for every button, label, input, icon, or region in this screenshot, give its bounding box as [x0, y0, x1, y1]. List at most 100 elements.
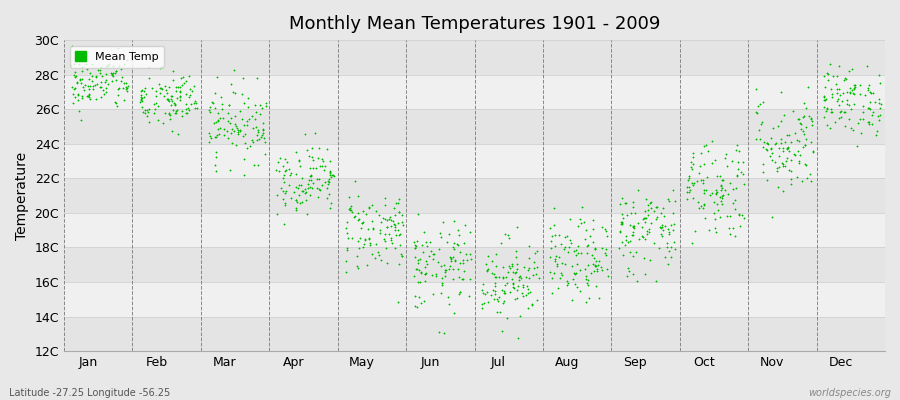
Point	[66, 91, 80, 98]
Point	[364, 242, 378, 248]
Point	[613, 201, 627, 208]
Point	[586, 226, 600, 232]
Point	[363, 240, 377, 246]
Point	[352, 216, 366, 222]
Point	[442, 231, 456, 238]
Point	[573, 250, 588, 256]
Point	[155, 85, 169, 92]
Point	[626, 232, 641, 238]
Point	[288, 204, 302, 211]
Point	[485, 286, 500, 293]
Point	[202, 107, 217, 113]
Bar	[64, 316, 885, 351]
Point	[418, 270, 432, 277]
Point	[714, 187, 728, 194]
Point	[653, 224, 668, 230]
Point	[680, 196, 694, 202]
Point	[392, 227, 406, 234]
Point	[386, 221, 400, 227]
Point	[352, 245, 366, 251]
Point	[821, 77, 835, 83]
Point	[410, 211, 425, 218]
Point	[288, 149, 302, 156]
Point	[572, 266, 587, 273]
Point	[705, 138, 719, 144]
Point	[686, 150, 700, 156]
Point	[550, 261, 564, 267]
Point	[138, 110, 152, 116]
Point	[623, 238, 637, 244]
Point	[408, 242, 422, 248]
Point	[325, 172, 339, 178]
Point	[637, 236, 652, 242]
Point	[167, 102, 182, 108]
Point	[447, 240, 462, 246]
Point	[75, 117, 89, 123]
Point	[444, 258, 458, 265]
Point	[594, 264, 608, 270]
Point	[522, 255, 536, 262]
Point	[713, 193, 727, 200]
Point	[382, 216, 396, 222]
Point	[655, 222, 670, 228]
Point	[836, 109, 850, 115]
Point	[817, 104, 832, 110]
Point	[706, 190, 720, 197]
Point	[765, 150, 779, 156]
Point	[448, 257, 463, 263]
Point	[866, 109, 880, 116]
Point	[169, 108, 184, 114]
Point	[565, 297, 580, 303]
Point	[760, 177, 775, 183]
Point	[220, 110, 235, 116]
Point	[279, 188, 293, 194]
Point	[840, 97, 854, 104]
Point	[95, 87, 110, 93]
Point	[598, 250, 613, 256]
Point	[530, 248, 544, 254]
Point	[644, 205, 658, 211]
Point	[598, 252, 613, 258]
Point	[667, 239, 681, 246]
Point	[447, 218, 462, 224]
Point	[666, 227, 680, 234]
Point	[208, 134, 222, 140]
Point	[564, 240, 579, 247]
Point	[230, 123, 244, 129]
Point	[134, 96, 148, 102]
Point	[786, 108, 800, 114]
Point	[699, 187, 714, 193]
Point	[256, 130, 270, 137]
Point	[784, 157, 798, 163]
Point	[526, 259, 541, 266]
Point	[250, 75, 265, 81]
Point	[115, 74, 130, 81]
Y-axis label: Temperature: Temperature	[15, 152, 29, 240]
Point	[428, 250, 442, 257]
Point	[257, 150, 272, 157]
Point	[770, 184, 785, 190]
Point	[499, 274, 513, 281]
Point	[760, 140, 774, 146]
Point	[749, 135, 763, 142]
Point	[639, 215, 653, 222]
Point	[576, 219, 590, 226]
Point	[253, 110, 267, 117]
Point	[752, 136, 767, 142]
Point	[227, 67, 241, 73]
Point	[87, 82, 102, 88]
Point	[733, 223, 747, 230]
Bar	[64, 248, 885, 282]
Point	[85, 72, 99, 79]
Point	[562, 244, 576, 250]
Point	[496, 275, 510, 281]
Point	[420, 260, 435, 267]
Point	[623, 221, 637, 228]
Point	[446, 246, 461, 252]
Point	[637, 219, 652, 225]
Point	[182, 73, 196, 79]
Point	[188, 105, 202, 112]
Point	[819, 108, 833, 114]
Point	[342, 206, 356, 212]
Point	[164, 102, 178, 109]
